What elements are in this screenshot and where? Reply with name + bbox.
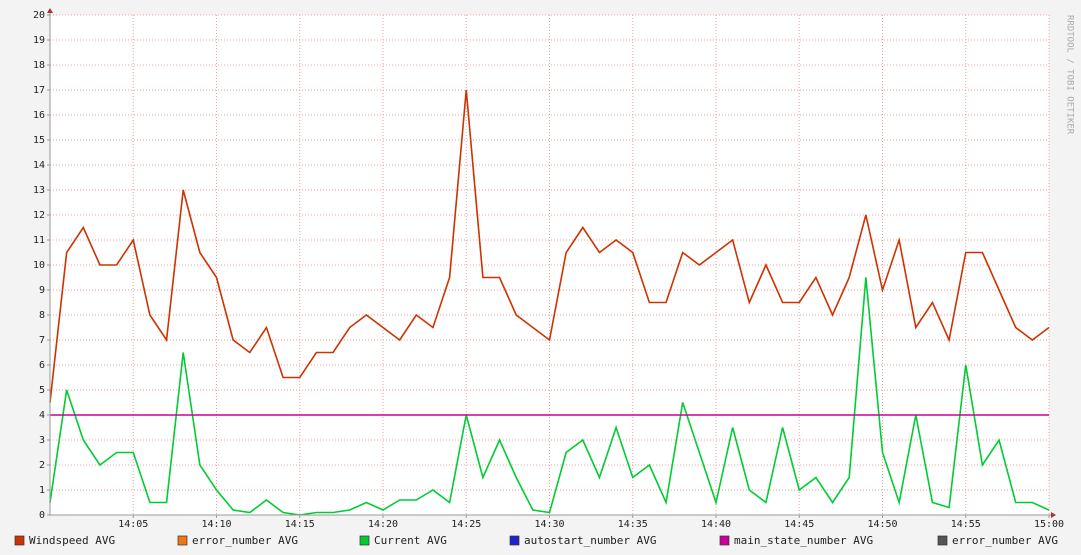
y-tick-label: 14 — [33, 160, 45, 171]
legend-label: Windspeed AVG — [29, 534, 115, 547]
x-tick-label: 14:30 — [534, 519, 564, 530]
legend-swatch — [937, 535, 948, 546]
y-tick-label: 2 — [39, 460, 45, 471]
x-tick-label: 15:00 — [1034, 519, 1064, 530]
x-tick-label: 14:55 — [951, 519, 981, 530]
legend-label: error_number AVG — [952, 534, 1058, 547]
y-tick-label: 19 — [33, 35, 45, 46]
y-tick-label: 17 — [33, 85, 45, 96]
legend-swatch — [14, 535, 25, 546]
legend-swatch — [509, 535, 520, 546]
y-tick-label: 9 — [39, 285, 45, 296]
x-tick-label: 14:35 — [618, 519, 648, 530]
x-tick-label: 14:10 — [201, 519, 231, 530]
y-tick-label: 20 — [33, 10, 45, 21]
y-tick-label: 15 — [33, 135, 45, 146]
y-tick-label: 0 — [39, 510, 45, 521]
grid — [50, 14, 1050, 516]
y-tick-label: 7 — [39, 335, 45, 346]
legend-swatch — [177, 535, 188, 546]
x-arrow — [1051, 512, 1056, 518]
y-tick-label: 11 — [33, 235, 45, 246]
legend-swatch — [719, 535, 730, 546]
x-tick-label: 14:25 — [451, 519, 481, 530]
y-tick-label: 5 — [39, 385, 45, 396]
y-tick-label: 10 — [33, 260, 45, 271]
series-line — [49, 89, 1050, 403]
y-tick-label: 13 — [33, 185, 45, 196]
x-tick-label: 14:05 — [118, 519, 148, 530]
y-tick-label: 16 — [33, 110, 45, 121]
legend-label: main_state_number AVG — [734, 534, 873, 547]
y-tick-label: 6 — [39, 360, 45, 371]
x-tick-label: 14:40 — [701, 519, 731, 530]
legend-swatch — [359, 535, 370, 546]
y-tick-label: 3 — [39, 435, 45, 446]
legend-label: autostart_number AVG — [524, 534, 656, 547]
legend-label: error_number AVG — [192, 534, 298, 547]
lines — [49, 89, 1050, 516]
watermark: RRDTOOL / TOBI OETIKER — [1065, 15, 1075, 135]
y-tick-label: 18 — [33, 60, 45, 71]
y-tick-label: 4 — [39, 410, 45, 421]
y-tick-label: 1 — [39, 485, 45, 496]
y-tick-label: 8 — [39, 310, 45, 321]
y-tick-label: 12 — [33, 210, 45, 221]
x-tick-label: 14:50 — [867, 519, 897, 530]
legend-label: Current AVG — [374, 534, 447, 547]
y-arrow — [47, 8, 53, 13]
x-tick-label: 14:15 — [285, 519, 315, 530]
series-line — [49, 277, 1050, 516]
legend: Windspeed AVG error_number AVG Current AVG… — [14, 534, 1058, 547]
x-tick-label: 14:20 — [368, 519, 398, 530]
x-tick-label: 14:45 — [784, 519, 814, 530]
